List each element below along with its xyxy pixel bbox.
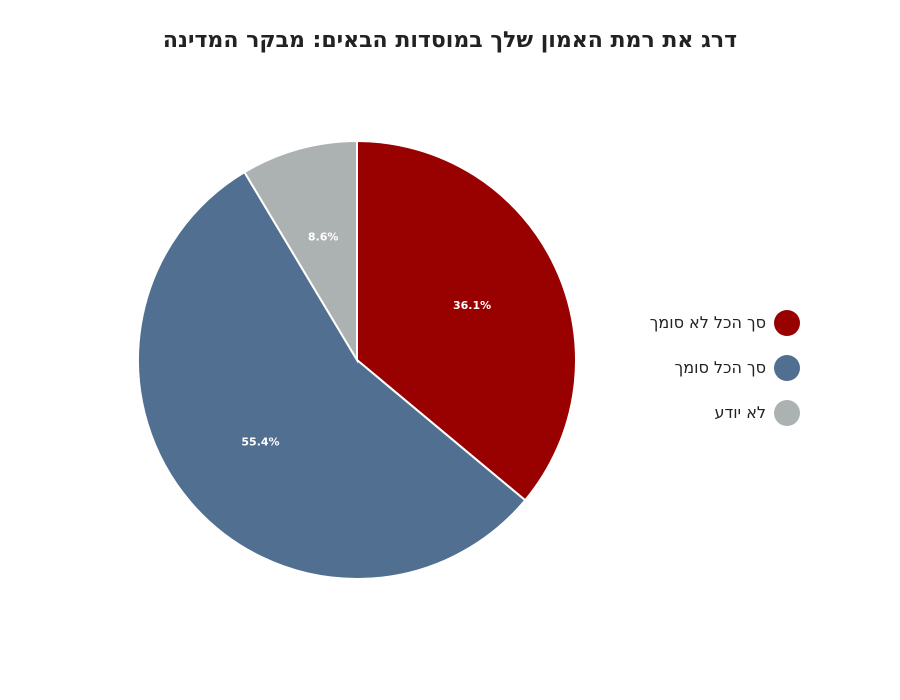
- pie-slice-trust[interactable]: [137, 170, 527, 580]
- legend: סך הכל לא סומך סך הכל סומך לא יודע: [650, 300, 800, 435]
- legend-label-trust: סך הכל סומך: [674, 358, 766, 377]
- chart-title: דרג את רמת האמון שלך במוסדות הבאים: מבקר…: [162, 28, 738, 53]
- legend-swatch-dont-know: [774, 399, 800, 426]
- legend-item-dont-know[interactable]: לא יודע: [650, 390, 800, 435]
- pie-label-trust: 55.4%: [241, 436, 279, 449]
- legend-swatch-trust: [774, 354, 800, 381]
- legend-label-dont-know: לא יודע: [714, 403, 766, 422]
- legend-item-not-trust[interactable]: סך הכל לא סומך: [650, 300, 800, 345]
- legend-label-not-trust: סך הכל לא סומך: [649, 313, 766, 332]
- pie-slice-not-trust[interactable]: [356, 139, 577, 502]
- legend-swatch-not-trust: [774, 309, 800, 336]
- legend-item-trust[interactable]: סך הכל סומך: [650, 345, 800, 390]
- pie-label-dont-know: 8.6%: [308, 231, 339, 244]
- pie-label-not-trust: 36.1%: [453, 299, 491, 312]
- pie-slice-dont-know[interactable]: [243, 139, 358, 364]
